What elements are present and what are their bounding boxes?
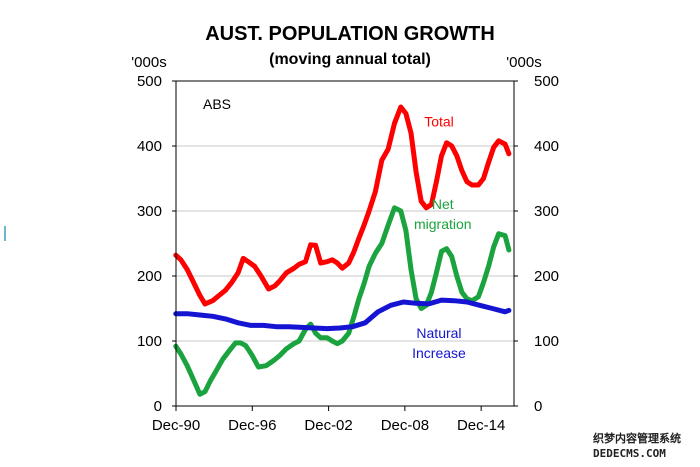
chart-subtitle: (moving annual total): [269, 51, 431, 68]
net-migration-label: Net: [432, 196, 454, 212]
natural-increase-line: [173, 297, 512, 332]
chart-title: AUST. POPULATION GROWTH: [205, 23, 495, 45]
left-tick-label: 200: [137, 268, 162, 285]
left-axis-unit-label: '000s: [131, 54, 166, 71]
plot-frame: [175, 80, 515, 407]
left-axis-ticks: 0 100 200 300 400 500: [137, 73, 176, 415]
right-axis-ticks: 0 100 200 300 400 500: [514, 73, 559, 415]
source-note: ABS: [203, 96, 231, 112]
series-labels: Total Net migration Natural Increase: [412, 114, 471, 361]
left-edge-mark: [4, 226, 6, 241]
total-label: Total: [424, 114, 454, 130]
left-tick-label: 300: [137, 203, 162, 220]
left-tick-label: 500: [137, 73, 162, 90]
x-tick-label: Dec-08: [381, 417, 429, 434]
right-tick-label: 400: [534, 138, 559, 155]
watermark-text-en: DEDECMS.COM: [593, 447, 666, 460]
watermark: 织梦内容管理系统 DEDECMS.COM: [593, 431, 681, 460]
series-lines: [173, 104, 512, 397]
right-tick-label: 100: [534, 333, 559, 350]
left-tick-label: 100: [137, 333, 162, 350]
x-axis-ticks: Dec-90 Dec-96 Dec-02 Dec-08 Dec-14: [152, 406, 505, 434]
right-tick-label: 200: [534, 268, 559, 285]
right-tick-label: 500: [534, 73, 559, 90]
left-tick-label: 0: [154, 398, 162, 415]
natural-increase-label: Natural: [416, 325, 461, 341]
x-tick-label: Dec-96: [228, 417, 276, 434]
right-axis-unit-label: '000s: [506, 54, 541, 71]
x-tick-label: Dec-02: [304, 417, 352, 434]
net-migration-label: migration: [414, 216, 472, 232]
left-tick-label: 400: [137, 138, 162, 155]
x-tick-label: Dec-14: [457, 417, 505, 434]
natural-increase-label: Increase: [412, 345, 466, 361]
right-tick-label: 0: [534, 398, 542, 415]
total-line: [173, 104, 512, 307]
right-tick-label: 300: [534, 203, 559, 220]
x-tick-label: Dec-90: [152, 417, 200, 434]
watermark-text-cn: 织梦内容管理系统: [593, 431, 681, 445]
